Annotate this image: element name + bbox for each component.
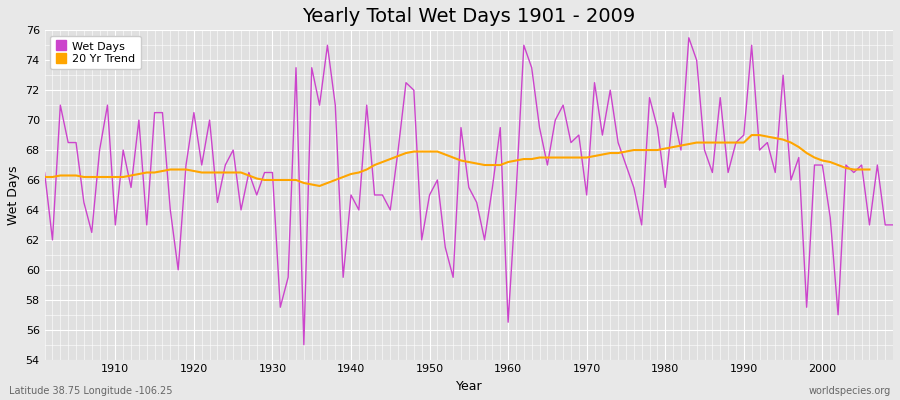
20 Yr Trend [581, 155, 592, 160]
Line: 20 Yr Trend: 20 Yr Trend [45, 135, 869, 186]
Wet Days [274, 305, 285, 310]
Wet Days [887, 222, 898, 227]
X-axis label: Year: Year [455, 380, 482, 393]
20 Yr Trend [314, 184, 325, 188]
Wet Days [330, 103, 341, 108]
20 Yr Trend [746, 133, 757, 138]
Wet Days [503, 320, 514, 325]
Wet Days [40, 170, 50, 175]
Title: Yearly Total Wet Days 1901 - 2009: Yearly Total Wet Days 1901 - 2009 [302, 7, 635, 26]
Wet Days [510, 192, 521, 197]
Y-axis label: Wet Days: Wet Days [7, 165, 20, 225]
Text: worldspecies.org: worldspecies.org [809, 386, 891, 396]
20 Yr Trend [770, 136, 780, 140]
Line: Wet Days: Wet Days [45, 38, 893, 345]
Text: Latitude 38.75 Longitude -106.25: Latitude 38.75 Longitude -106.25 [9, 386, 173, 396]
20 Yr Trend [40, 174, 50, 179]
20 Yr Trend [613, 151, 624, 156]
20 Yr Trend [534, 155, 544, 160]
Legend: Wet Days, 20 Yr Trend: Wet Days, 20 Yr Trend [50, 36, 141, 69]
Wet Days [605, 88, 616, 92]
20 Yr Trend [526, 157, 537, 162]
Wet Days [102, 103, 112, 108]
20 Yr Trend [864, 167, 875, 172]
Wet Days [683, 35, 694, 40]
Wet Days [299, 342, 310, 347]
20 Yr Trend [63, 173, 74, 178]
